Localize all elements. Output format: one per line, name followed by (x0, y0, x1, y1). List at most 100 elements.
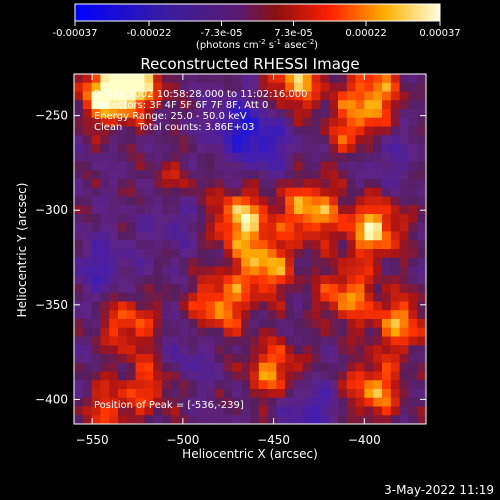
heatmap-cell (329, 415, 339, 424)
heatmap-cell (390, 161, 401, 171)
heatmap-cell (276, 170, 286, 180)
heatmap-cell (250, 222, 260, 233)
heatmap-cell (232, 231, 242, 241)
heatmap-cell (267, 152, 277, 163)
heatmap-cell (390, 214, 401, 224)
heatmap-cell (153, 109, 163, 119)
heatmap-cell (223, 327, 233, 338)
heatmap-cell (135, 126, 145, 136)
heatmap-cell (126, 380, 137, 390)
heatmap-cell (214, 415, 225, 424)
heatmap-cell (417, 152, 426, 163)
heatmap-cell (355, 397, 365, 408)
heatmap-cell (197, 301, 207, 311)
colorbar-tick-label: -0.00022 (127, 28, 172, 39)
heatmap-cell (346, 117, 357, 128)
heatmap-cell (390, 389, 401, 399)
heatmap-cell (399, 380, 409, 390)
heatmap-cell (285, 222, 295, 233)
heatmap-cell (188, 284, 198, 294)
heatmap-cell (170, 170, 181, 180)
heatmap-cell (170, 406, 181, 416)
heatmap-cell (118, 371, 128, 381)
heatmap-cell (179, 100, 189, 110)
heatmap-cell (294, 266, 304, 276)
heatmap-cell (338, 170, 348, 180)
heatmap-cell (170, 257, 181, 268)
heatmap-cell (320, 275, 330, 285)
heatmap-cell (153, 222, 163, 233)
heatmap-cell (267, 231, 277, 241)
chart-title: Reconstructed RHESSI Image (140, 55, 359, 73)
annotation-detectors: Detectors: 3F 4F 5F 6F 7F 8F, Att 0 (94, 100, 268, 111)
heatmap-cell (206, 389, 216, 399)
heatmap-cell (417, 406, 426, 416)
heatmap-cell (188, 389, 198, 399)
heatmap-cell (258, 354, 269, 364)
heatmap-cell (197, 74, 207, 84)
heatmap-cell (417, 301, 426, 311)
heatmap-cell (408, 74, 418, 84)
heatmap-cell (320, 152, 330, 163)
heatmap-cell (91, 249, 101, 259)
heatmap-cell (135, 144, 145, 154)
heatmap-cell (170, 397, 181, 408)
heatmap-cell (100, 284, 110, 294)
heatmap-cell (373, 170, 383, 180)
heatmap-cell (250, 82, 260, 93)
heatmap-cell (162, 214, 172, 224)
heatmap-cell (241, 179, 251, 189)
heatmap-cell (258, 82, 269, 93)
heatmap-cell (118, 187, 128, 198)
heatmap-cell (408, 284, 418, 294)
heatmap-cell (179, 179, 189, 189)
heatmap-cell (206, 161, 216, 171)
heatmap-cell (267, 406, 277, 416)
heatmap-cell (408, 389, 418, 399)
heatmap-cell (320, 301, 330, 311)
heatmap-cell (408, 266, 418, 276)
heatmap-cell (285, 301, 295, 311)
heatmap-cell (162, 301, 172, 311)
heatmap-cell (276, 152, 286, 163)
heatmap-cell (408, 406, 418, 416)
heatmap-cell (364, 187, 374, 198)
heatmap-cell (126, 310, 137, 320)
heatmap-cell (74, 406, 84, 416)
heatmap-cell (338, 179, 348, 189)
heatmap-cell (197, 214, 207, 224)
heatmap-cell (214, 187, 225, 198)
heatmap-cell (355, 415, 365, 424)
heatmap-cell (285, 319, 295, 329)
heatmap-cell (153, 179, 163, 189)
heatmap-cell (100, 170, 110, 180)
heatmap-cell (82, 109, 93, 119)
heatmap-cell (320, 362, 330, 373)
heatmap-cell (364, 196, 374, 206)
heatmap-cell (311, 292, 321, 303)
heatmap-cell (320, 336, 330, 346)
heatmap-cell (311, 117, 321, 128)
heatmap-cell (276, 126, 286, 136)
heatmap-cell (223, 354, 233, 364)
heatmap-cell (399, 117, 409, 128)
heatmap-cell (399, 100, 409, 110)
heatmap-cell (144, 74, 154, 84)
heatmap-cell (109, 397, 119, 408)
heatmap-cell (144, 214, 154, 224)
heatmap-cell (250, 214, 260, 224)
heatmap-cell (170, 275, 181, 285)
heatmap-cell (382, 205, 392, 215)
heatmap-cell (364, 126, 374, 136)
heatmap-cell (100, 310, 110, 320)
heatmap-cell (109, 82, 119, 93)
heatmap-cell (364, 222, 374, 233)
heatmap-cell (302, 214, 313, 224)
heatmap-cell (82, 161, 93, 171)
heatmap-cell (302, 371, 313, 381)
heatmap-cell (408, 196, 418, 206)
heatmap-cell (170, 415, 181, 424)
heatmap-cell (241, 144, 251, 154)
heatmap-cell (153, 249, 163, 259)
heatmap-cell (276, 266, 286, 276)
